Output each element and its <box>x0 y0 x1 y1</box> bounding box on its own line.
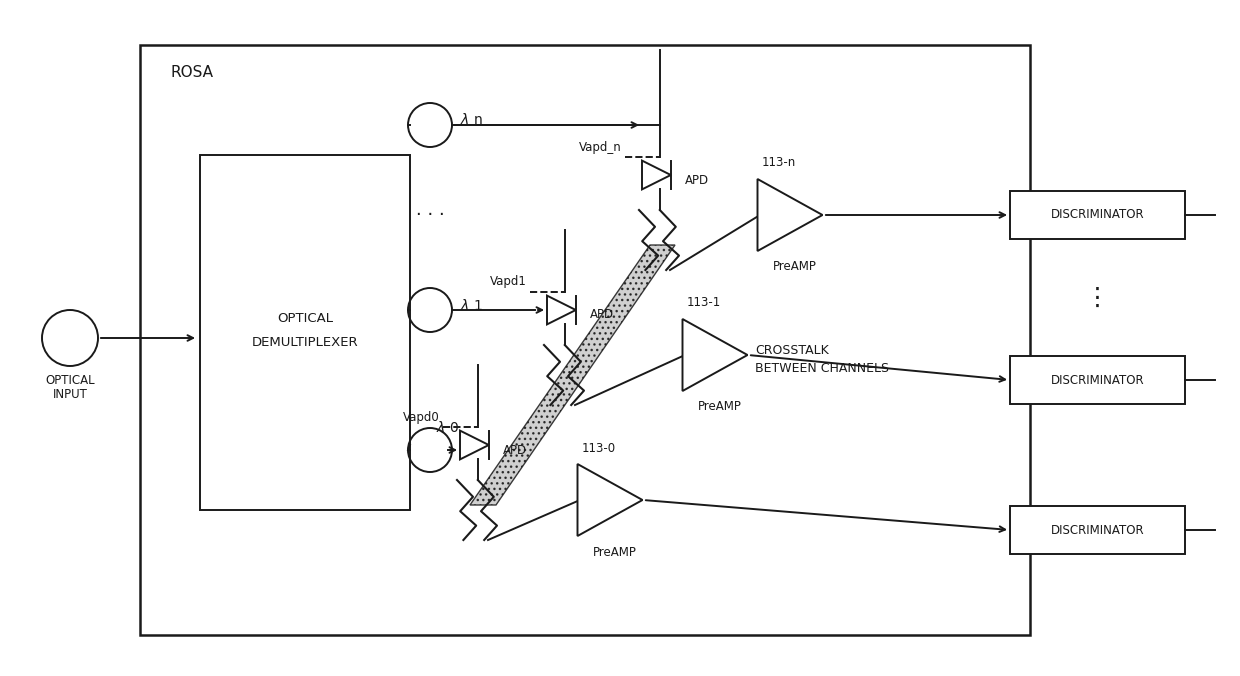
Bar <box>200 155 410 510</box>
Polygon shape <box>758 179 822 251</box>
Text: $\lambda$ 0: $\lambda$ 0 <box>436 420 459 435</box>
Text: PreAMP: PreAMP <box>773 260 817 274</box>
Polygon shape <box>682 319 748 391</box>
Text: PreAMP: PreAMP <box>698 400 742 414</box>
Bar <box>140 45 1030 635</box>
Bar <box>1011 356 1185 404</box>
Text: ⋮: ⋮ <box>1085 285 1110 310</box>
Text: ROSA: ROSA <box>170 65 213 80</box>
Polygon shape <box>578 464 642 536</box>
Text: DISCRIMINATOR: DISCRIMINATOR <box>1050 523 1145 537</box>
Text: Vapd_n: Vapd_n <box>579 141 622 153</box>
Text: APD: APD <box>590 308 614 322</box>
Text: DEMULTIPLEXER: DEMULTIPLEXER <box>252 336 358 349</box>
Text: Vapd0: Vapd0 <box>403 410 440 423</box>
Bar <box>1011 191 1185 239</box>
Text: 113-0: 113-0 <box>582 441 616 454</box>
Text: $\lambda$ 1: $\lambda$ 1 <box>460 297 482 312</box>
Text: · · ·: · · · <box>415 206 444 224</box>
Text: DISCRIMINATOR: DISCRIMINATOR <box>1050 374 1145 387</box>
Text: APD: APD <box>503 443 527 456</box>
Text: 113-n: 113-n <box>763 157 796 170</box>
Text: OPTICAL: OPTICAL <box>45 374 94 387</box>
Text: $\lambda$ n: $\lambda$ n <box>460 112 482 128</box>
Text: CROSSTALK
BETWEEN CHANNELS: CROSSTALK BETWEEN CHANNELS <box>755 345 889 375</box>
Text: OPTICAL: OPTICAL <box>277 312 334 325</box>
Polygon shape <box>470 245 675 505</box>
Text: INPUT: INPUT <box>52 387 88 400</box>
Text: 113-1: 113-1 <box>687 297 722 310</box>
Text: PreAMP: PreAMP <box>593 546 637 558</box>
Text: Vapd1: Vapd1 <box>490 276 527 289</box>
Bar <box>1011 506 1185 554</box>
Text: DISCRIMINATOR: DISCRIMINATOR <box>1050 208 1145 222</box>
Text: APD: APD <box>684 174 709 187</box>
